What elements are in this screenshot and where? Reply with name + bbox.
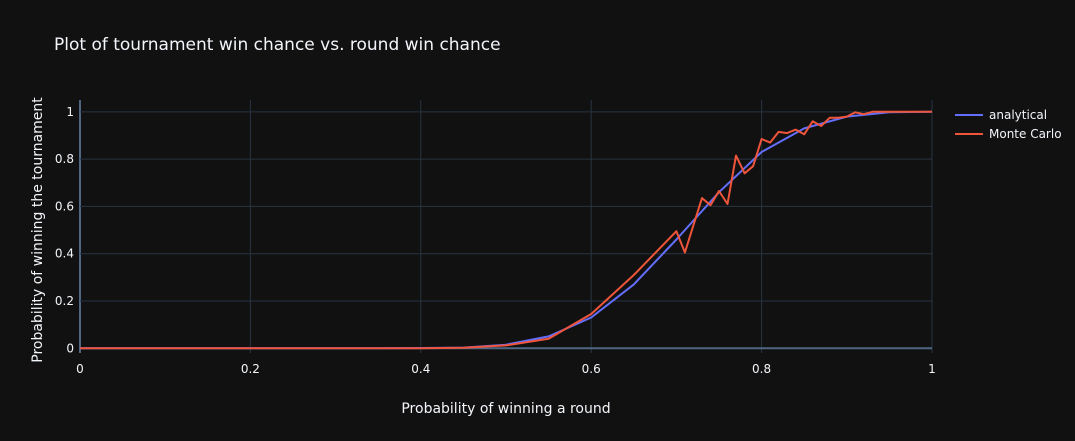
chart-title: Plot of tournament win chance vs. round …	[54, 35, 501, 55]
plot-area[interactable]	[80, 110, 933, 350]
legend-label: Monte Carlo	[989, 127, 1062, 141]
series-line-analytical[interactable]	[80, 110, 933, 350]
y-axis-ticks: 0 0.2 0.4 0.6 0.8 1	[55, 105, 74, 355]
y-tick-label: 0.6	[55, 199, 74, 213]
y-tick-label: 1	[66, 105, 74, 119]
y-tick-label: 0.4	[55, 247, 74, 261]
legend-item[interactable]: Monte Carlo	[955, 127, 1062, 141]
x-tick-label: 0.2	[241, 362, 260, 376]
x-tick-label: 0.4	[411, 362, 430, 376]
y-axis-title: Probability of winning the tournament	[30, 97, 46, 363]
x-tick-label: 0.8	[752, 362, 771, 376]
legend[interactable]: analytical Monte Carlo	[955, 108, 1062, 141]
x-tick-label: 0.6	[582, 362, 601, 376]
y-tick-label: 0.8	[55, 152, 74, 166]
y-tick-label: 0	[66, 341, 74, 355]
legend-label: analytical	[989, 108, 1047, 122]
gridlines	[79, 100, 933, 353]
series-line-monte-carlo[interactable]	[80, 110, 932, 350]
x-tick-label: 0	[76, 362, 84, 376]
y-tick-label: 0.2	[55, 294, 74, 308]
legend-item[interactable]: analytical	[955, 108, 1047, 122]
x-axis-title: Probability of winning a round	[401, 401, 610, 417]
x-axis-ticks: 0 0.2 0.4 0.6 0.8 1	[76, 362, 936, 376]
x-tick-label: 1	[928, 362, 936, 376]
